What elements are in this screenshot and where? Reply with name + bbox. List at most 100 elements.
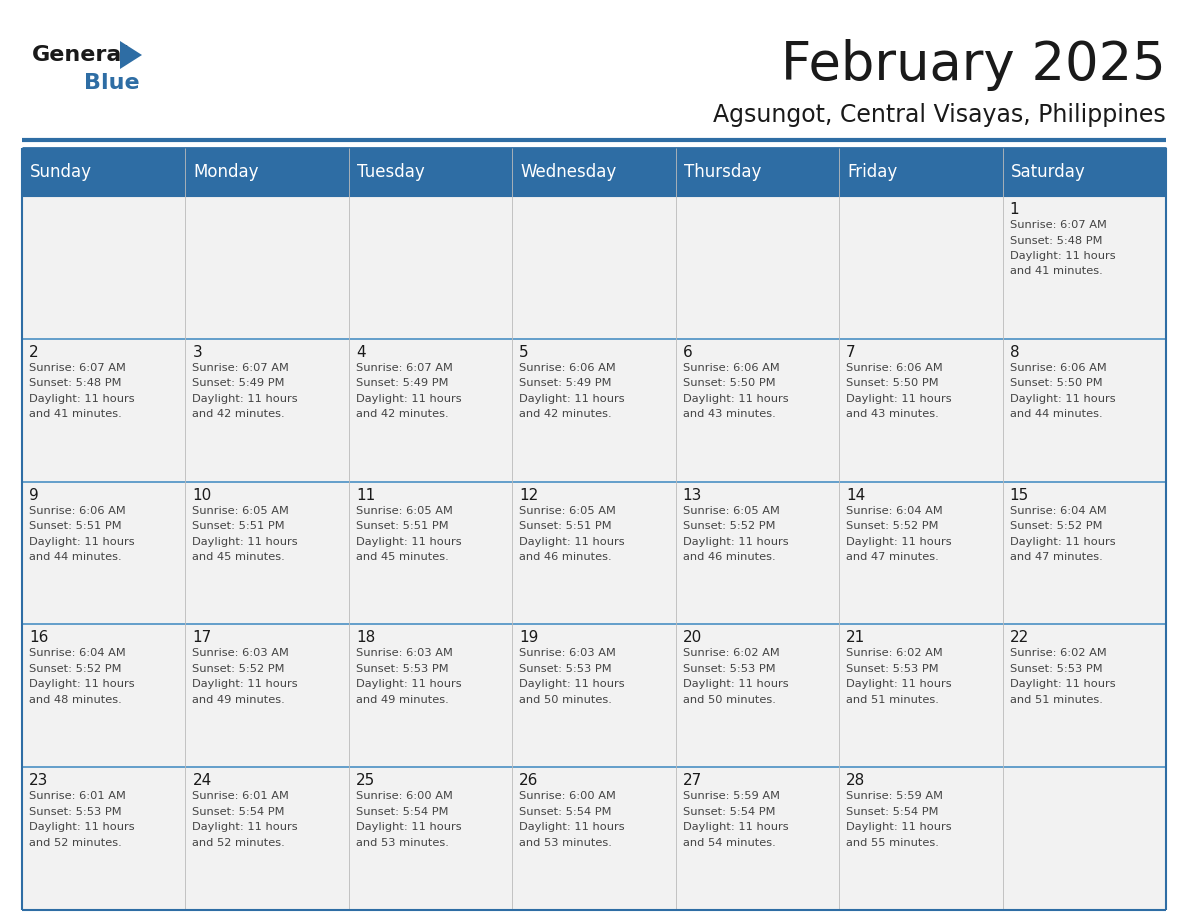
Text: Daylight: 11 hours: Daylight: 11 hours [1010,537,1116,546]
Text: and 48 minutes.: and 48 minutes. [29,695,121,705]
Text: 10: 10 [192,487,211,502]
Text: 26: 26 [519,773,538,789]
Text: Sunrise: 6:06 AM: Sunrise: 6:06 AM [29,506,126,516]
Bar [185,624,349,767]
Text: Sunset: 5:49 PM: Sunset: 5:49 PM [519,378,612,388]
Text: 1: 1 [1010,202,1019,217]
Text: Daylight: 11 hours: Daylight: 11 hours [683,537,789,546]
Text: Sunset: 5:53 PM: Sunset: 5:53 PM [519,664,612,674]
Text: 4: 4 [356,345,366,360]
Bar [676,767,839,910]
Text: General: General [32,45,129,65]
Text: and 46 minutes.: and 46 minutes. [683,552,776,562]
Text: and 52 minutes.: and 52 minutes. [192,838,285,847]
Text: Thursday: Thursday [684,163,762,181]
Text: and 53 minutes.: and 53 minutes. [356,838,449,847]
Bar [185,767,349,910]
Text: 21: 21 [846,631,865,645]
Bar [676,624,839,767]
Text: Sunrise: 6:04 AM: Sunrise: 6:04 AM [1010,506,1106,516]
Text: Sunrise: 6:02 AM: Sunrise: 6:02 AM [1010,648,1106,658]
Text: Sunset: 5:54 PM: Sunset: 5:54 PM [356,807,448,817]
Text: Sunrise: 6:02 AM: Sunrise: 6:02 AM [683,648,779,658]
Text: and 49 minutes.: and 49 minutes. [192,695,285,705]
Text: Sunrise: 6:07 AM: Sunrise: 6:07 AM [1010,220,1106,230]
Text: Sunset: 5:53 PM: Sunset: 5:53 PM [846,664,939,674]
Text: 27: 27 [683,773,702,789]
Text: Daylight: 11 hours: Daylight: 11 hours [29,679,134,689]
Text: Tuesday: Tuesday [356,163,424,181]
Text: 8: 8 [1010,345,1019,360]
Text: 23: 23 [29,773,49,789]
Text: and 45 minutes.: and 45 minutes. [192,552,285,562]
Text: Wednesday: Wednesday [520,163,617,181]
Text: and 46 minutes.: and 46 minutes. [519,552,612,562]
Text: Sunrise: 6:07 AM: Sunrise: 6:07 AM [356,363,453,373]
Text: and 51 minutes.: and 51 minutes. [846,695,939,705]
Text: and 41 minutes.: and 41 minutes. [29,409,121,420]
Text: Sunset: 5:52 PM: Sunset: 5:52 PM [192,664,285,674]
Text: Daylight: 11 hours: Daylight: 11 hours [356,823,461,833]
Bar [512,339,676,482]
Text: Sunset: 5:52 PM: Sunset: 5:52 PM [29,664,121,674]
Text: Daylight: 11 hours: Daylight: 11 hours [1010,394,1116,404]
Text: Sunset: 5:53 PM: Sunset: 5:53 PM [29,807,121,817]
Text: Sunrise: 6:05 AM: Sunrise: 6:05 AM [192,506,290,516]
Bar [512,482,676,624]
Text: and 45 minutes.: and 45 minutes. [356,552,449,562]
Text: and 51 minutes.: and 51 minutes. [1010,695,1102,705]
Text: Sunrise: 6:03 AM: Sunrise: 6:03 AM [192,648,290,658]
Text: Sunset: 5:48 PM: Sunset: 5:48 PM [1010,236,1102,245]
Bar [839,624,1003,767]
Text: and 50 minutes.: and 50 minutes. [683,695,776,705]
Text: 6: 6 [683,345,693,360]
Text: Daylight: 11 hours: Daylight: 11 hours [192,394,298,404]
Text: Daylight: 11 hours: Daylight: 11 hours [29,823,134,833]
Text: Daylight: 11 hours: Daylight: 11 hours [192,537,298,546]
Text: Sunset: 5:53 PM: Sunset: 5:53 PM [356,664,449,674]
Text: Sunrise: 6:07 AM: Sunrise: 6:07 AM [29,363,126,373]
Text: Sunrise: 6:06 AM: Sunrise: 6:06 AM [846,363,943,373]
Text: and 55 minutes.: and 55 minutes. [846,838,939,847]
Text: Sunset: 5:52 PM: Sunset: 5:52 PM [846,521,939,532]
Text: and 42 minutes.: and 42 minutes. [192,409,285,420]
Text: Daylight: 11 hours: Daylight: 11 hours [192,823,298,833]
Bar [676,148,839,196]
Text: Daylight: 11 hours: Daylight: 11 hours [519,537,625,546]
Text: 24: 24 [192,773,211,789]
Text: Sunrise: 6:04 AM: Sunrise: 6:04 AM [846,506,943,516]
Text: 14: 14 [846,487,865,502]
Text: and 42 minutes.: and 42 minutes. [356,409,449,420]
Text: Daylight: 11 hours: Daylight: 11 hours [29,394,134,404]
Text: Sunset: 5:54 PM: Sunset: 5:54 PM [192,807,285,817]
Bar [23,196,185,339]
Text: Friday: Friday [847,163,897,181]
Text: and 50 minutes.: and 50 minutes. [519,695,612,705]
Text: Sunrise: 6:00 AM: Sunrise: 6:00 AM [356,791,453,801]
Text: Daylight: 11 hours: Daylight: 11 hours [683,823,789,833]
Text: Sunrise: 6:06 AM: Sunrise: 6:06 AM [683,363,779,373]
Bar [349,339,512,482]
Bar [1003,196,1165,339]
Text: Sunrise: 6:06 AM: Sunrise: 6:06 AM [519,363,617,373]
Bar [512,624,676,767]
Text: 18: 18 [356,631,375,645]
Bar [349,196,512,339]
Text: Daylight: 11 hours: Daylight: 11 hours [356,679,461,689]
Text: Daylight: 11 hours: Daylight: 11 hours [356,394,461,404]
Bar [23,624,185,767]
Text: Sunday: Sunday [30,163,91,181]
Bar [23,339,185,482]
Text: 25: 25 [356,773,375,789]
Text: 5: 5 [519,345,529,360]
Text: Sunset: 5:50 PM: Sunset: 5:50 PM [846,378,939,388]
Bar [23,148,185,196]
Bar [676,196,839,339]
Text: Sunset: 5:51 PM: Sunset: 5:51 PM [192,521,285,532]
Text: Sunrise: 6:05 AM: Sunrise: 6:05 AM [519,506,617,516]
Text: and 47 minutes.: and 47 minutes. [1010,552,1102,562]
Text: Sunset: 5:51 PM: Sunset: 5:51 PM [519,521,612,532]
Text: Blue: Blue [84,73,140,93]
Bar [512,767,676,910]
Text: February 2025: February 2025 [782,39,1165,91]
